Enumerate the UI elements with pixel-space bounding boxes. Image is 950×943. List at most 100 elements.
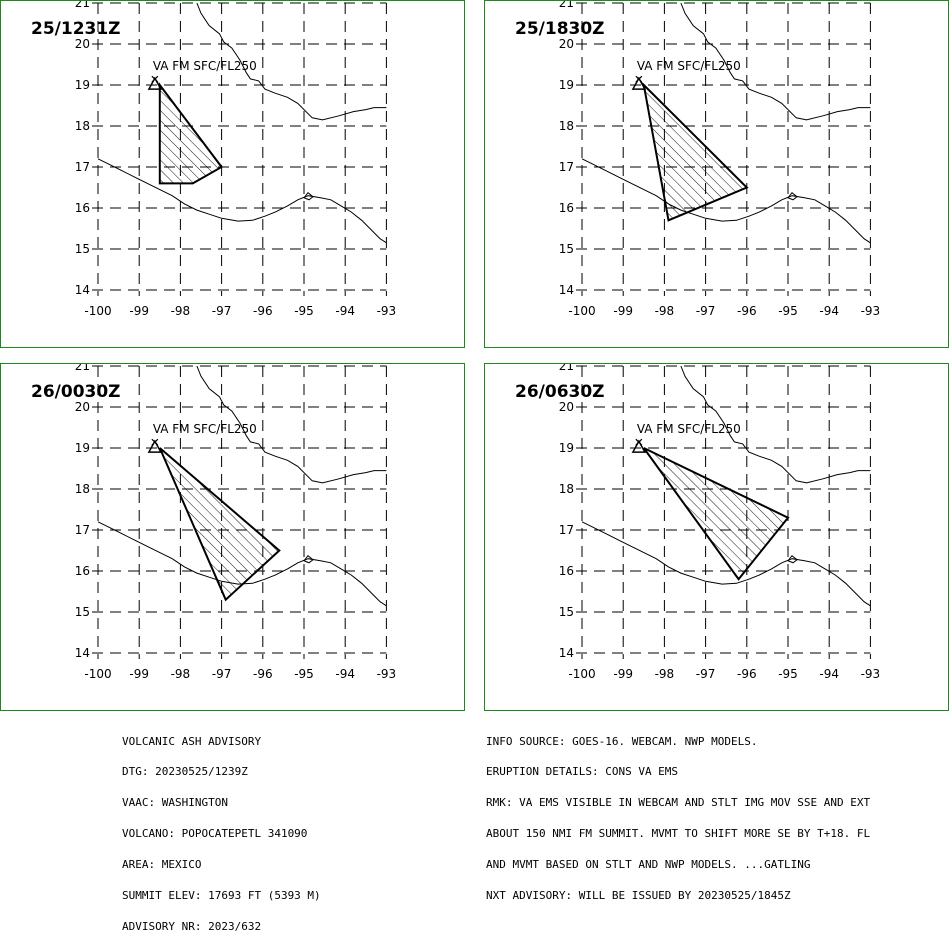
gulf-coastline bbox=[196, 2, 387, 121]
gulf-coastline bbox=[680, 2, 871, 121]
lon-tick-label: -100 bbox=[568, 304, 595, 318]
lat-tick-label: 20 bbox=[75, 400, 90, 414]
ash-map-3: -100 -99 -98 -97 -96 -95 -94 -93 21 20 19 18 17 16 15 1… bbox=[75, 364, 397, 681]
lon-tick-label: -94 bbox=[335, 304, 355, 318]
lon-tick-label: -96 bbox=[253, 304, 273, 318]
forecast-panel-4: -100 -99 -98 -97 -96 -95 -94 -93 21 20 19 18 17 16 15 1… bbox=[484, 363, 949, 711]
lat-tick-label: 15 bbox=[75, 605, 90, 619]
advisory-number: ADVISORY NR: 2023/632 bbox=[122, 919, 262, 933]
ash-map-4: -100 -99 -98 -97 -96 -95 -94 -93 21 20 19 18 17 16 15 1… bbox=[559, 364, 880, 681]
advisory-title: VOLCANIC ASH ADVISORY bbox=[122, 734, 262, 748]
volcano-icon bbox=[147, 76, 163, 90]
lon-tick-label: -95 bbox=[778, 667, 798, 681]
ash-map-1: -100 -99 -98 -97 -96 -95 -94 -93 21 20 19 18 17 16 15 1… bbox=[75, 1, 397, 318]
lat-tick-label: 19 bbox=[75, 441, 90, 455]
advisory-summit-elev: SUMMIT ELEV: 17693 FT (5393 M) bbox=[122, 889, 321, 903]
coast-feature bbox=[303, 555, 314, 564]
valid-time-4: 26/0630Z bbox=[515, 382, 605, 402]
lat-tick-label: 20 bbox=[559, 400, 574, 414]
lon-tick-label: -93 bbox=[861, 304, 881, 318]
lat-tick-label: 21 bbox=[75, 364, 90, 373]
lat-tick-label: 17 bbox=[559, 160, 574, 174]
gulf-coastline bbox=[196, 365, 387, 484]
lon-tick-label: -98 bbox=[171, 667, 191, 681]
coast-feature bbox=[303, 192, 314, 201]
lon-tick-label: -97 bbox=[212, 667, 232, 681]
pacific-coastline bbox=[97, 521, 387, 607]
volcano-icon bbox=[631, 76, 647, 90]
coast-feature bbox=[787, 555, 798, 564]
lon-tick-label: -96 bbox=[737, 667, 757, 681]
lon-tick-label: -98 bbox=[171, 304, 191, 318]
lat-tick-label: 21 bbox=[75, 1, 90, 10]
valid-time-2: 25/1830Z bbox=[515, 19, 605, 39]
summit-cross-icon bbox=[151, 438, 159, 446]
summit-cross-icon bbox=[635, 75, 643, 83]
ash-cloud-polygon bbox=[642, 82, 749, 222]
advisory-next: NXT ADVISORY: WILL BE ISSUED BY 20230525… bbox=[486, 889, 791, 903]
lon-tick-label: -93 bbox=[377, 304, 397, 318]
lat-tick-label: 17 bbox=[75, 160, 90, 174]
lat-tick-label: 18 bbox=[559, 482, 574, 496]
lat-tick-label: 19 bbox=[559, 78, 574, 92]
lon-tick-label: -98 bbox=[655, 667, 675, 681]
lon-tick-label: -100 bbox=[568, 667, 595, 681]
lat-tick-label: 18 bbox=[559, 119, 574, 133]
pacific-coastline bbox=[97, 158, 387, 244]
lat-tick-label: 18 bbox=[75, 482, 90, 496]
gulf-coastline bbox=[680, 365, 871, 484]
advisory-volcano: VOLCANO: POPOCATEPETL 341090 bbox=[122, 827, 308, 841]
lat-tick-label: 14 bbox=[75, 646, 90, 660]
lon-tick-label: -94 bbox=[819, 667, 839, 681]
lat-tick-label: 20 bbox=[559, 37, 574, 51]
lon-tick-label: -99 bbox=[129, 304, 149, 318]
lon-tick-label: -100 bbox=[84, 667, 111, 681]
lon-tick-label: -94 bbox=[335, 667, 355, 681]
lon-tick-label: -93 bbox=[377, 667, 397, 681]
advisory-remarks-2: ABOUT 150 NMI FM SUMMIT. MVMT TO SHIFT M… bbox=[486, 827, 871, 841]
valid-time-3: 26/0030Z bbox=[31, 382, 121, 402]
coast-feature bbox=[787, 192, 798, 201]
lon-tick-label: -97 bbox=[212, 304, 232, 318]
advisory-info-source: INFO SOURCE: GOES-16. WEBCAM. NWP MODELS… bbox=[486, 734, 758, 748]
advisory-remarks-1: RMK: VA EMS VISIBLE IN WEBCAM AND STLT I… bbox=[486, 796, 871, 810]
forecast-panel-2: -100 -99 -98 -97 -96 -95 -94 -93 21 20 19 18 17 16 15 1… bbox=[484, 0, 949, 348]
lon-tick-label: -96 bbox=[253, 667, 273, 681]
lat-tick-label: 14 bbox=[75, 283, 90, 297]
advisory-eruption-details: ERUPTION DETAILS: CONS VA EMS bbox=[486, 765, 679, 779]
advisory-remarks-block: INFO SOURCE: GOES-16. WEBCAM. NWP MODELS… bbox=[486, 716, 870, 912]
lat-lon-grid: -100 -99 -98 -97 -96 -95 -94 -93 21 20 19 18 17 16 15 1… bbox=[559, 1, 880, 318]
lon-tick-label: -100 bbox=[84, 304, 111, 318]
lat-tick-label: 14 bbox=[559, 646, 574, 660]
advisory-header-block: VOLCANIC ASH ADVISORY DTG: 20230525/1239… bbox=[122, 716, 321, 943]
lat-tick-label: 15 bbox=[559, 242, 574, 256]
lon-tick-label: -95 bbox=[294, 667, 314, 681]
ash-level-label: VA FM SFC/FL250 bbox=[153, 422, 257, 436]
lat-tick-label: 21 bbox=[559, 1, 574, 10]
summit-cross-icon bbox=[635, 438, 643, 446]
lat-tick-label: 17 bbox=[75, 523, 90, 537]
lat-tick-label: 18 bbox=[75, 119, 90, 133]
lat-tick-label: 15 bbox=[559, 605, 574, 619]
lon-tick-label: -99 bbox=[613, 667, 633, 681]
lat-tick-label: 19 bbox=[559, 441, 574, 455]
lon-tick-label: -94 bbox=[819, 304, 839, 318]
lat-tick-label: 16 bbox=[75, 564, 90, 578]
volcano-icon bbox=[147, 439, 163, 453]
lat-tick-label: 17 bbox=[559, 523, 574, 537]
lat-tick-label: 16 bbox=[559, 564, 574, 578]
advisory-dtg: DTG: 20230525/1239Z bbox=[122, 765, 248, 779]
lon-tick-label: -97 bbox=[696, 304, 716, 318]
ash-cloud-polygon bbox=[158, 82, 224, 185]
advisory-area: AREA: MEXICO bbox=[122, 858, 202, 872]
lat-tick-label: 16 bbox=[559, 201, 574, 215]
advisory-vaac: VAAC: WASHINGTON bbox=[122, 796, 228, 810]
forecast-panel-1: -100 -99 -98 -97 -96 -95 -94 -93 21 20 19 18 17 16 15 1… bbox=[0, 0, 465, 348]
advisory-remarks-3: AND MVMT BASED ON STLT AND NWP MODELS. .… bbox=[486, 858, 811, 872]
lat-tick-label: 15 bbox=[75, 242, 90, 256]
ash-map-2: -100 -99 -98 -97 -96 -95 -94 -93 21 20 19 18 17 16 15 1… bbox=[559, 1, 880, 318]
summit-cross-icon bbox=[151, 75, 159, 83]
volcano-icon bbox=[631, 439, 647, 453]
lat-tick-label: 21 bbox=[559, 364, 574, 373]
lon-tick-label: -97 bbox=[696, 667, 716, 681]
